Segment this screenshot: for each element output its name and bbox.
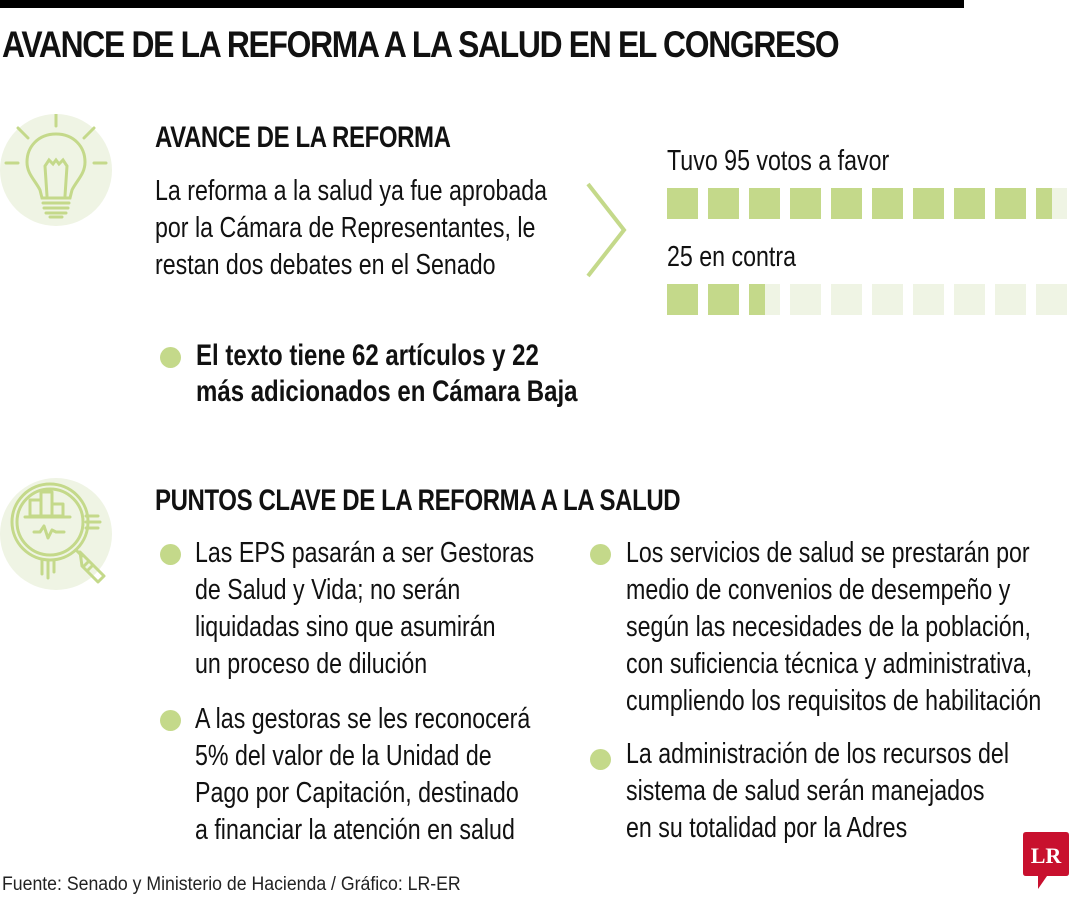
vote-square [1036, 284, 1067, 315]
main-title: AVANCE DE LA REFORMA A LA SALUD EN EL CO… [2, 24, 840, 65]
paragraph-line: La reforma a la salud ya fue aprobada [155, 175, 548, 207]
avance-paragraph: La reforma a la salud ya fue aprobada po… [155, 173, 547, 284]
vote-square-fill [708, 188, 739, 219]
vote-square-fill [667, 188, 698, 219]
point-line: medio de convenios de desempeño y [626, 574, 1011, 606]
vote-square [667, 284, 698, 315]
point-line: con suficiencia técnica y administrativa… [626, 648, 1033, 680]
vote-square-fill [872, 188, 903, 219]
vote-square-fill [954, 188, 985, 219]
bullet-dot [160, 347, 181, 368]
vote-square [1036, 188, 1067, 219]
point-eps-gestoras: Las EPS pasarán a ser Gestoras de Salud … [195, 535, 534, 683]
section-heading-avance: AVANCE DE LA REFORMA [155, 121, 451, 154]
vote-square-fill [708, 284, 739, 315]
lightbulb-icon [0, 114, 112, 226]
vote-square [749, 284, 780, 315]
vote-square [913, 188, 944, 219]
vote-square-fill [667, 284, 698, 315]
paragraph-line: por la Cámara de Representantes, le [155, 212, 536, 244]
point-line: La administración de los recursos del [626, 738, 1009, 770]
votes-favor-label: Tuvo 95 votos a favor [667, 145, 890, 177]
vote-square [831, 284, 862, 315]
vote-square [667, 188, 698, 219]
chevron-right-icon [586, 182, 627, 278]
votes-favor-bar [667, 188, 1067, 219]
vote-square [749, 188, 780, 219]
point-line: un proceso de dilución [195, 648, 428, 680]
votes-contra-bar [667, 284, 1067, 315]
vote-square [954, 284, 985, 315]
vote-square [995, 284, 1026, 315]
vote-square-fill [1036, 188, 1052, 219]
bullet-dot [590, 749, 611, 770]
vote-square [954, 188, 985, 219]
vote-square [872, 284, 903, 315]
vote-square [790, 188, 821, 219]
bullet-dot [160, 710, 181, 731]
vote-square [790, 284, 821, 315]
lr-logo: LR [1023, 832, 1069, 889]
point-adres-recursos: La administración de los recursos del si… [626, 736, 1009, 847]
vote-square [995, 188, 1026, 219]
point-line: a financiar la atención en salud [195, 814, 515, 846]
point-line: A las gestoras se les reconocerá [195, 703, 531, 735]
bullet-dot [590, 544, 611, 565]
highlight-line: El texto tiene 62 artículos y 22 [196, 339, 539, 372]
magnifier-chart-icon [0, 478, 112, 590]
vote-square-fill [790, 188, 821, 219]
point-line: liquidadas sino que asumirán [195, 611, 496, 643]
vote-square-fill [749, 284, 765, 315]
source-footer: Fuente: Senado y Ministerio de Hacienda … [2, 874, 461, 895]
point-line: de Salud y Vida; no serán [195, 574, 461, 606]
point-line: cumpliendo los requisitos de habilitació… [626, 685, 1042, 717]
vote-square-fill [913, 188, 944, 219]
paragraph-line: restan dos debates en el Senado [155, 249, 496, 281]
votes-contra-label: 25 en contra [667, 241, 796, 273]
point-line: Los servicios de salud se prestarán por [626, 537, 1030, 569]
bullet-dot [160, 544, 181, 565]
vote-square-fill [749, 188, 780, 219]
point-line: 5% del valor de la Unidad de [195, 740, 492, 772]
highlight-line: más adicionados en Cámara Baja [196, 375, 578, 408]
point-line: según las necesidades de la población, [626, 611, 1032, 643]
point-line: Pago por Capitación, destinado [195, 777, 519, 809]
point-servicios-salud: Los servicios de salud se prestarán por … [626, 535, 1041, 720]
vote-square [872, 188, 903, 219]
point-line: en su totalidad por la Adres [626, 812, 908, 844]
vote-square [708, 284, 739, 315]
top-rule [0, 0, 964, 8]
svg-text:LR: LR [1031, 843, 1063, 868]
point-upc-reconocimiento: A las gestoras se les reconocerá 5% del … [195, 701, 530, 849]
point-line: sistema de salud serán manejados [626, 775, 985, 807]
vote-square-fill [831, 188, 862, 219]
section-heading-puntos-clave: PUNTOS CLAVE DE LA REFORMA A LA SALUD [155, 484, 681, 517]
vote-square-fill [995, 188, 1026, 219]
articles-highlight: El texto tiene 62 artículos y 22 más adi… [196, 338, 578, 410]
vote-square [913, 284, 944, 315]
point-line: Las EPS pasarán a ser Gestoras [195, 537, 535, 569]
vote-square [831, 188, 862, 219]
vote-square [708, 188, 739, 219]
